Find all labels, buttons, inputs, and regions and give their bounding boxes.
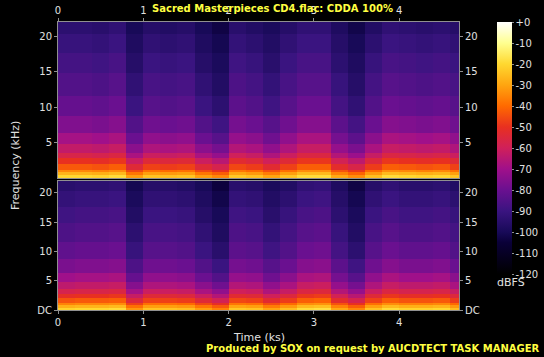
svg-text:20: 20 (465, 187, 478, 198)
svg-text:20: 20 (39, 31, 52, 42)
svg-text:DC: DC (465, 305, 480, 316)
svg-text:-20: -20 (516, 59, 532, 70)
svg-text:-70: -70 (516, 164, 532, 175)
svg-text:0: 0 (55, 5, 61, 16)
svg-text:3: 3 (311, 5, 317, 16)
svg-text:Time (ks): Time (ks) (233, 331, 285, 344)
svg-text:+0: +0 (516, 17, 531, 28)
svg-text:15: 15 (39, 66, 52, 77)
svg-text:15: 15 (39, 217, 52, 228)
svg-text:-110: -110 (516, 248, 539, 259)
svg-text:15: 15 (465, 66, 478, 77)
svg-text:5: 5 (46, 275, 52, 286)
svg-text:20: 20 (39, 187, 52, 198)
svg-text:1: 1 (140, 317, 146, 328)
svg-text:4: 4 (396, 5, 402, 16)
svg-text:20: 20 (465, 31, 478, 42)
svg-text:Sacred Masterpieces CD4.flac:: Sacred Masterpieces CD4.flac: CDDA 100% (152, 3, 393, 14)
svg-text:-100: -100 (516, 227, 539, 238)
svg-text:-10: -10 (516, 38, 532, 49)
svg-text:-40: -40 (516, 101, 532, 112)
svg-text:DC: DC (37, 305, 52, 316)
svg-text:-90: -90 (516, 206, 532, 217)
svg-text:dBFS: dBFS (497, 276, 525, 289)
svg-text:-80: -80 (516, 185, 532, 196)
svg-text:10: 10 (39, 102, 52, 113)
svg-text:5: 5 (465, 137, 471, 148)
svg-text:10: 10 (465, 246, 478, 257)
svg-text:1: 1 (140, 5, 146, 16)
svg-text:-30: -30 (516, 80, 532, 91)
svg-text:-50: -50 (516, 122, 532, 133)
svg-text:Produced by SOX on request by: Produced by SOX on request by AUCDTECT T… (206, 343, 540, 354)
svg-text:0: 0 (55, 317, 61, 328)
svg-text:5: 5 (46, 137, 52, 148)
svg-text:3: 3 (311, 317, 317, 328)
svg-text:4: 4 (396, 317, 402, 328)
svg-text:10: 10 (465, 102, 478, 113)
svg-text:Frequency (kHz): Frequency (kHz) (9, 121, 22, 210)
svg-text:5: 5 (465, 275, 471, 286)
svg-text:15: 15 (465, 217, 478, 228)
svg-text:-60: -60 (516, 143, 532, 154)
svg-text:-120: -120 (516, 269, 539, 280)
svg-text:10: 10 (39, 246, 52, 257)
svg-text:2: 2 (225, 317, 231, 328)
svg-text:2: 2 (225, 5, 231, 16)
